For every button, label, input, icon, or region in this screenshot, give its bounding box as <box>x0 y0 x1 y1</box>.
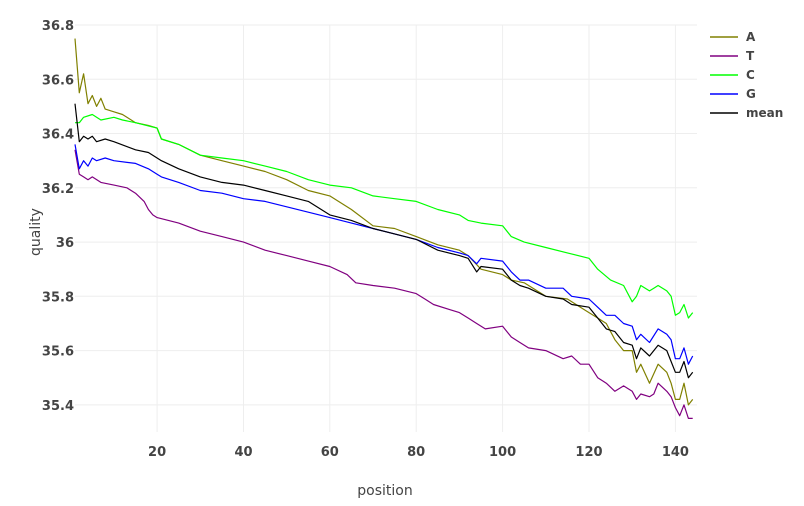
x-tick-label: 80 <box>407 445 425 460</box>
x-tick-label: 120 <box>575 445 602 460</box>
legend-item-C[interactable]: C <box>710 68 755 82</box>
legend-item-A[interactable]: A <box>710 30 756 44</box>
legend-item-mean[interactable]: mean <box>710 106 783 120</box>
y-tick-label: 35.8 <box>42 290 74 305</box>
x-axis-title: position <box>357 483 412 499</box>
y-tick-label: 36.6 <box>42 73 74 88</box>
series-line-G <box>74 144 694 365</box>
y-tick-label: 36.4 <box>42 128 74 143</box>
series-line-mean <box>74 103 694 379</box>
series-lines <box>74 38 694 419</box>
legend-label: A <box>746 30 756 44</box>
x-tick-label: 100 <box>489 445 516 460</box>
series-line-T <box>74 149 693 419</box>
legend-label: C <box>746 68 755 82</box>
series-line-A <box>74 38 694 406</box>
legend-item-T[interactable]: T <box>710 49 755 63</box>
x-tick-label: 40 <box>234 445 252 460</box>
x-axis-ticks: 20 40 60 80 100 120 140 <box>148 445 689 460</box>
legend-label: G <box>746 87 756 101</box>
y-tick-label: 36.2 <box>42 182 74 197</box>
y-axis-ticks: 35.4 35.6 35.8 36 36.2 36.4 36.6 36.8 <box>42 19 74 414</box>
x-tick-label: 20 <box>148 445 166 460</box>
legend-label: mean <box>746 106 783 120</box>
x-tick-label: 140 <box>662 445 689 460</box>
grid-lines <box>75 24 697 432</box>
series-line-C <box>75 113 694 319</box>
legend-item-G[interactable]: G <box>710 87 756 101</box>
y-tick-label: 35.6 <box>42 345 74 360</box>
x-tick-label: 60 <box>321 445 339 460</box>
y-tick-label: 35.4 <box>42 399 74 414</box>
legend-label: T <box>746 49 755 63</box>
y-axis-title: quality <box>28 208 44 256</box>
y-tick-label: 36.8 <box>42 19 74 34</box>
y-tick-label: 36 <box>56 236 74 251</box>
